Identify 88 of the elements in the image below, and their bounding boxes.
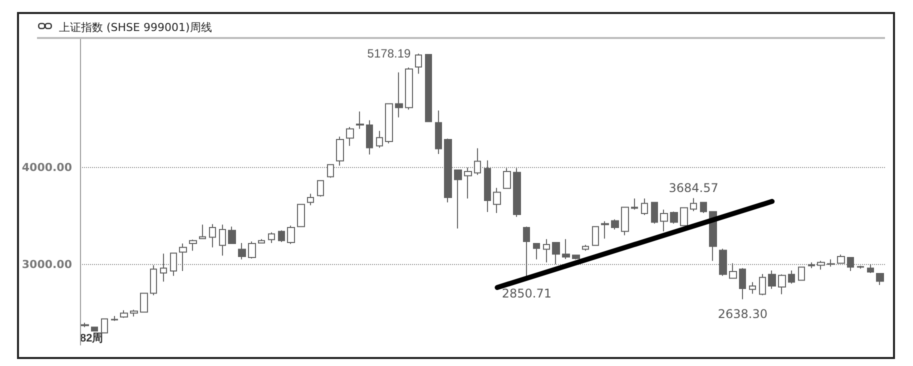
candlestick — [444, 138, 452, 203]
candlestick — [287, 225, 295, 244]
candlestick — [376, 130, 383, 148]
candlestick — [592, 226, 599, 246]
annotation: 82周 — [80, 332, 104, 344]
candlestick — [395, 72, 403, 118]
candlestick — [189, 239, 197, 252]
candlestick — [307, 193, 314, 206]
candlestick — [533, 242, 540, 260]
candlestick — [543, 238, 550, 263]
candlestick — [739, 268, 746, 300]
candlestick — [817, 260, 825, 270]
candlestick — [327, 164, 334, 178]
candlestick — [385, 103, 393, 144]
candlestick — [297, 204, 305, 228]
candlestick — [759, 273, 766, 296]
candlestick — [336, 136, 344, 166]
candlestick — [729, 262, 737, 280]
candlestick — [346, 126, 354, 146]
candlestick — [827, 258, 835, 268]
candlestick — [876, 272, 884, 286]
candlestick — [680, 206, 688, 227]
candlestick — [660, 209, 668, 232]
candlestick — [464, 167, 472, 200]
candlestick — [317, 180, 324, 198]
candlestick — [513, 168, 521, 218]
candlestick — [160, 253, 167, 282]
candlestick — [857, 265, 864, 270]
candlestick — [611, 218, 619, 230]
candlestick — [278, 230, 285, 243]
candlestick — [690, 198, 697, 212]
candlestick — [484, 160, 491, 213]
y-tick-label: 3000.00 — [22, 258, 72, 271]
candlestick — [651, 201, 658, 224]
annotation: 2638.30 — [718, 307, 768, 322]
candlestick — [847, 256, 854, 272]
candlestick — [631, 198, 638, 210]
candlestick — [179, 242, 187, 272]
candlestick — [405, 67, 413, 110]
candlestick — [601, 220, 609, 240]
candlestick — [435, 110, 442, 155]
candlestick — [415, 53, 422, 74]
candlestick — [768, 270, 776, 290]
candlestick — [474, 148, 481, 176]
candlestick — [81, 322, 89, 328]
candlestick — [582, 244, 589, 252]
chart-title: 上证指数 (SHSE 999001)周线 — [59, 21, 212, 34]
candlestick — [228, 226, 236, 244]
candlestick — [238, 242, 246, 260]
candlestick — [621, 206, 629, 236]
candlestick — [425, 53, 432, 122]
candlestick — [209, 224, 216, 248]
candlestick — [366, 120, 373, 156]
annotation: 5178.19 — [367, 46, 411, 61]
candlestick — [258, 238, 265, 244]
candlestick — [808, 262, 815, 269]
candlestick — [788, 270, 795, 284]
candlestick — [572, 254, 580, 260]
candlestick — [120, 310, 128, 318]
candlestick — [493, 187, 501, 214]
candlestick — [454, 170, 462, 229]
candlestick — [199, 224, 206, 240]
candlestick — [268, 232, 275, 244]
candlestick — [248, 241, 256, 259]
candlestick — [700, 201, 707, 214]
candlestick — [562, 238, 570, 260]
candlestick — [552, 242, 560, 265]
candlestick — [503, 168, 511, 189]
candlestick — [719, 248, 727, 276]
candlestick — [91, 326, 98, 332]
candlestick — [356, 111, 364, 130]
y-tick-label: 4000.00 — [22, 161, 72, 174]
candlestick — [140, 292, 148, 314]
candlestick — [170, 252, 177, 276]
candlestick — [150, 264, 157, 296]
candlestick — [219, 224, 226, 256]
candlestick — [798, 266, 805, 282]
candlestick — [130, 309, 138, 317]
candlestick — [749, 282, 756, 294]
candlestick — [778, 274, 786, 295]
candlestick — [867, 264, 874, 274]
annotation: 2850.71 — [502, 286, 552, 301]
candlestick — [101, 318, 108, 334]
annotation: 3684.57 — [668, 181, 718, 196]
candlestick — [111, 315, 118, 322]
candlestick — [670, 211, 678, 224]
candlestick — [641, 198, 648, 216]
candlestick — [837, 254, 845, 264]
